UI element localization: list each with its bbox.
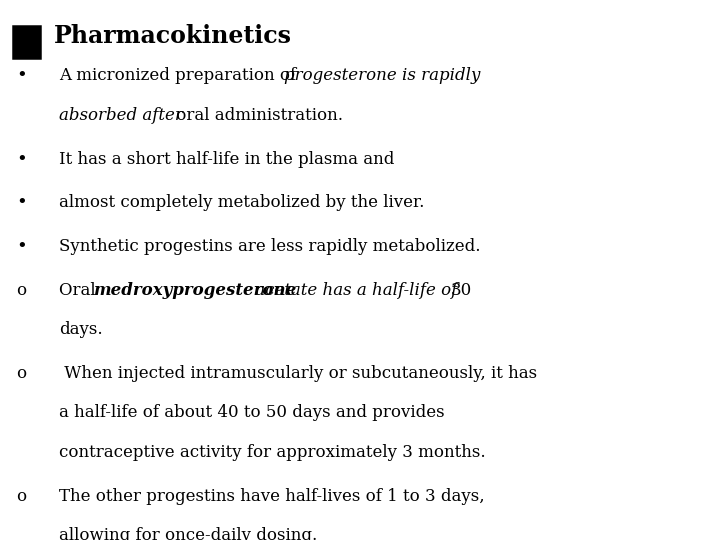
- Text: acetate has a half-life of: acetate has a half-life of: [250, 282, 462, 299]
- Text: absorbed after: absorbed after: [59, 107, 183, 124]
- Text: Oral: Oral: [59, 282, 101, 299]
- Text: 30: 30: [451, 282, 472, 299]
- Text: It has a short half-life in the plasma and: It has a short half-life in the plasma a…: [59, 151, 395, 167]
- Text: When injected intramuscularly or subcutaneously, it has: When injected intramuscularly or subcuta…: [59, 365, 537, 382]
- Bar: [13, 26, 40, 58]
- Text: days.: days.: [59, 321, 103, 338]
- Text: •: •: [16, 238, 27, 256]
- Text: o: o: [16, 365, 26, 382]
- Text: Pharmacokinetics: Pharmacokinetics: [54, 24, 292, 48]
- Text: A micronized preparation of: A micronized preparation of: [59, 68, 302, 84]
- Text: •: •: [16, 151, 27, 168]
- Text: o: o: [16, 488, 26, 504]
- Text: Synthetic progestins are less rapidly metabolized.: Synthetic progestins are less rapidly me…: [59, 238, 480, 255]
- Text: o: o: [16, 282, 26, 299]
- Text: contraceptive activity for approximately 3 months.: contraceptive activity for approximately…: [59, 444, 486, 461]
- Text: medroxyprogesterone: medroxyprogesterone: [93, 282, 296, 299]
- Text: a half-life of about 40 to 50 days and provides: a half-life of about 40 to 50 days and p…: [59, 404, 445, 421]
- Text: •: •: [16, 68, 27, 85]
- Text: oral administration.: oral administration.: [171, 107, 343, 124]
- Text: The other progestins have half-lives of 1 to 3 days,: The other progestins have half-lives of …: [59, 488, 485, 504]
- Text: allowing for once-daily dosing.: allowing for once-daily dosing.: [59, 527, 318, 540]
- Text: progesterone is rapidly: progesterone is rapidly: [284, 68, 480, 84]
- Text: almost completely metabolized by the liver.: almost completely metabolized by the liv…: [59, 194, 424, 211]
- Text: •: •: [16, 194, 27, 212]
